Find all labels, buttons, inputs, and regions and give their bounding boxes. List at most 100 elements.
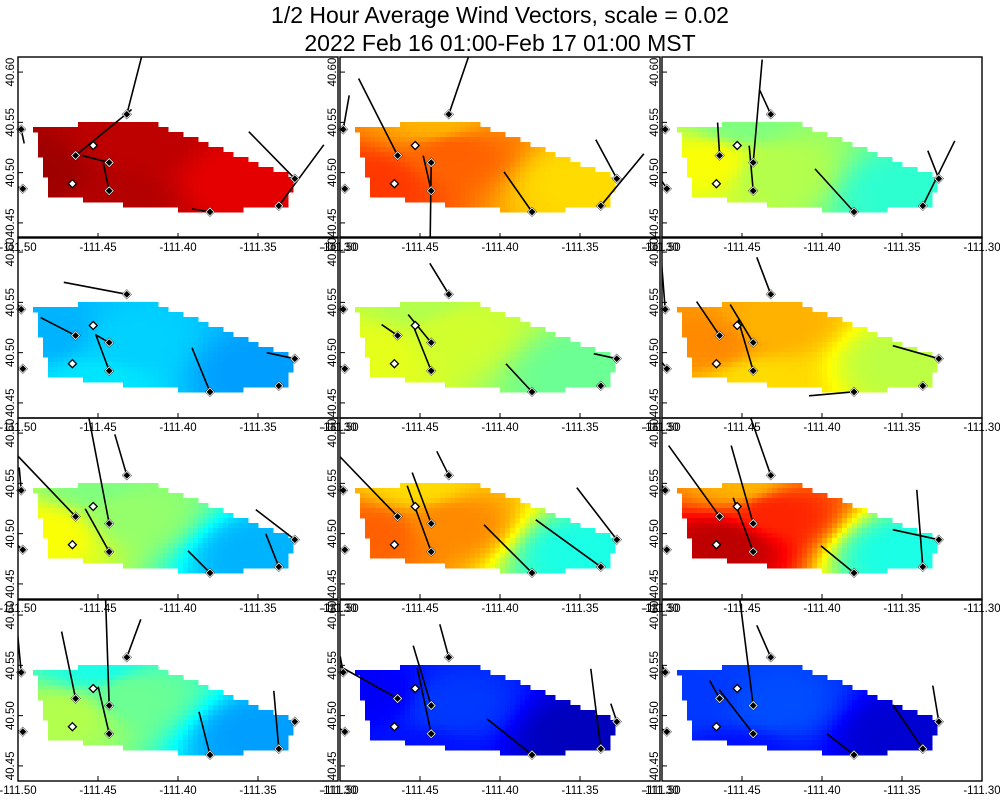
- x-tick-label: -111.40: [803, 785, 840, 797]
- station-marker: [426, 701, 436, 711]
- station-marker: [918, 744, 928, 754]
- station-marker: [340, 364, 350, 374]
- x-tick-label: -111.45: [723, 422, 760, 434]
- vector-group: [340, 624, 618, 756]
- x-tick-label: -111.35: [883, 603, 920, 615]
- station-marker: [444, 109, 454, 119]
- station-marker: [393, 330, 403, 341]
- x-tick-label: -111.35: [239, 603, 276, 615]
- station-marker: [444, 470, 454, 480]
- y-tick-label: 40.45: [5, 389, 17, 418]
- wind-vector: [422, 155, 432, 191]
- station-marker: [205, 207, 215, 217]
- wind-vector: [104, 600, 110, 706]
- y-tick-label: 40.60: [649, 419, 661, 448]
- station-marker: [732, 140, 743, 151]
- wind-vector: [718, 689, 754, 735]
- y-tick-label: 40.45: [649, 209, 661, 238]
- station-marker: [340, 545, 350, 555]
- x-tick-label: -111.35: [561, 785, 598, 797]
- wind-vector: [342, 95, 350, 130]
- y-tick-label: 40.55: [327, 469, 339, 498]
- y-tick-label: 40.55: [649, 108, 661, 137]
- x-tick-label: -111.35: [239, 422, 276, 434]
- wind-vector: [662, 179, 668, 190]
- y-tick-label: 40.50: [649, 519, 661, 548]
- x-tick-label: -111.40: [159, 603, 196, 615]
- station-marker: [67, 178, 78, 189]
- station-marker: [766, 109, 776, 119]
- wind-vector: [102, 162, 110, 191]
- wind-vector: [411, 472, 432, 524]
- x-tick-label: -111.35: [561, 242, 598, 254]
- y-tick-label: 40.50: [5, 701, 17, 730]
- wind-vector: [737, 319, 754, 371]
- wind-vector: [97, 686, 110, 734]
- wind-vector: [535, 519, 602, 568]
- station-marker: [662, 184, 672, 194]
- station-marker: [444, 289, 454, 299]
- color-field: [33, 483, 294, 574]
- x-tick-label: -111.40: [159, 422, 196, 434]
- y-tick-label: 40.45: [649, 389, 661, 418]
- color-field: [355, 122, 616, 213]
- y-tick-label: 40.55: [5, 288, 17, 317]
- station-marker: [426, 366, 436, 376]
- panel: -111.50 -111.45 -111.40 -111.35 -111.3040.45…: [0, 56, 357, 254]
- y-tick-label: 40.60: [5, 419, 17, 448]
- x-tick-label: -111.35: [561, 603, 598, 615]
- x-tick-label: -111.40: [481, 242, 518, 254]
- station-marker: [612, 174, 622, 184]
- station-marker: [104, 186, 114, 196]
- wind-vector: [60, 631, 77, 699]
- station-marker: [122, 109, 132, 119]
- station-marker: [612, 354, 622, 364]
- station-marker: [88, 320, 99, 331]
- y-tick-label: 40.50: [649, 158, 661, 187]
- x-tick-label: -111.35: [883, 785, 920, 797]
- station-marker: [849, 387, 859, 397]
- wind-vector: [191, 347, 211, 393]
- wind-vector: [695, 301, 721, 336]
- x-tick-label: -111.35: [561, 422, 598, 434]
- station-marker: [715, 693, 725, 704]
- y-tick-label: 40.45: [649, 752, 661, 781]
- wind-vector: [126, 619, 142, 658]
- wind-vector: [18, 455, 77, 518]
- station-marker: [18, 727, 28, 737]
- station-marker: [290, 354, 300, 364]
- station-marker: [748, 366, 758, 376]
- y-tick-label: 40.45: [327, 570, 339, 599]
- station-marker: [104, 701, 114, 711]
- color-field: [33, 122, 294, 213]
- wind-vector: [752, 59, 763, 163]
- y-tick-label: 40.60: [649, 58, 661, 87]
- color-field: [33, 302, 294, 393]
- chart-title-block: 1/2 Hour Average Wind Vectors, scale = 0…: [0, 0, 1000, 58]
- station-marker: [748, 186, 758, 196]
- station-marker: [340, 727, 350, 737]
- panel: -111.50 -111.45 -111.40 -111.35 -111.3040.45…: [643, 56, 1000, 254]
- wind-vector: [255, 509, 296, 541]
- y-tick-label: 40.60: [327, 601, 339, 630]
- wind-vector: [662, 258, 666, 310]
- station-marker: [18, 364, 28, 374]
- station-marker: [715, 511, 725, 522]
- station-marker: [122, 652, 132, 662]
- station-marker: [71, 693, 81, 704]
- vector-group: [662, 59, 956, 213]
- y-tick-label: 40.55: [649, 651, 661, 680]
- station-marker: [766, 289, 776, 299]
- wind-vector: [84, 508, 110, 553]
- y-tick-label: 40.60: [327, 419, 339, 448]
- station-marker: [290, 535, 300, 545]
- x-tick-label: -111.30: [641, 785, 678, 797]
- station-marker: [612, 535, 622, 545]
- x-tick-label: -111.35: [239, 242, 276, 254]
- x-tick-label: -111.45: [401, 422, 438, 434]
- wind-vector: [406, 485, 432, 553]
- y-tick-label: 40.50: [327, 158, 339, 187]
- station-marker: [596, 744, 606, 754]
- station-marker: [389, 721, 400, 732]
